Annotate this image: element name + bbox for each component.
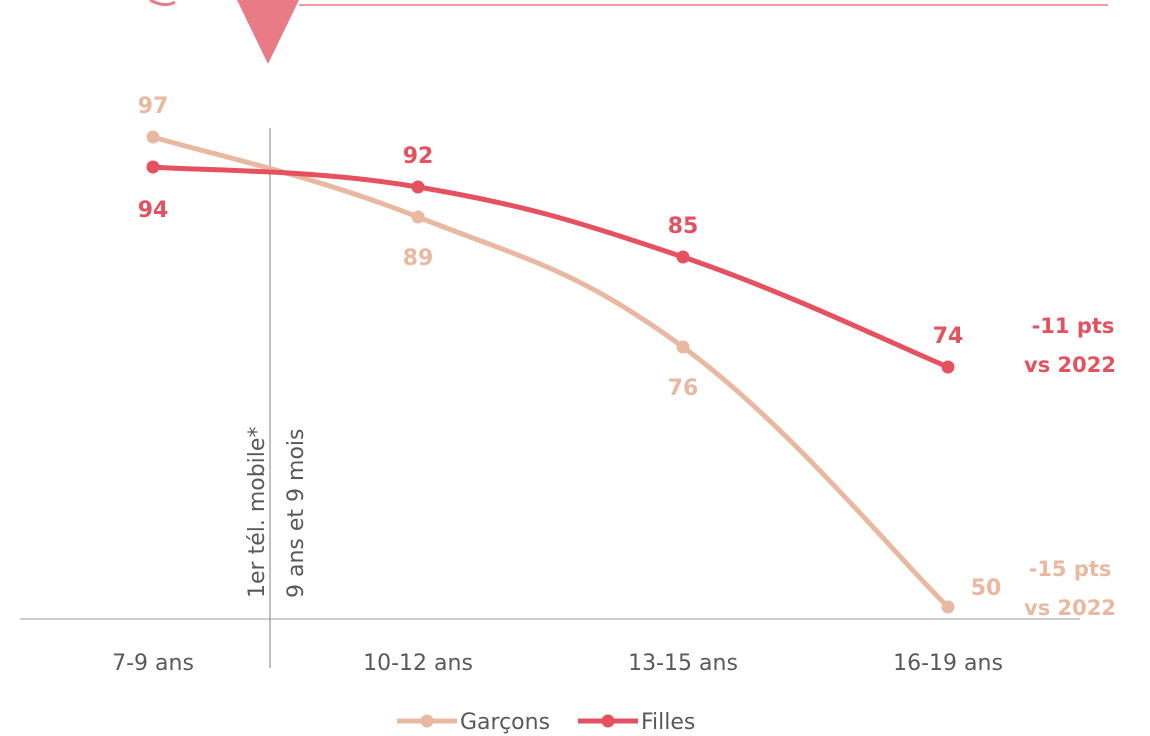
filles-data-label: 94 bbox=[138, 198, 169, 223]
filles-delta-line1: -11 pts bbox=[1032, 314, 1115, 338]
filles-series-line bbox=[150, 164, 951, 370]
garcons-point bbox=[411, 210, 425, 224]
filles-delta-line2: vs 2022 bbox=[1024, 353, 1116, 377]
x-tick-label: 10-12 ans bbox=[363, 651, 473, 676]
x-tick-label: 13-15 ans bbox=[628, 651, 738, 676]
filles-point bbox=[676, 250, 690, 264]
header-decoration bbox=[149, 0, 1108, 64]
filles-data-label: 74 bbox=[933, 324, 964, 349]
garcons-data-label: 50 bbox=[971, 576, 1002, 601]
filles-point bbox=[941, 360, 955, 374]
legend-garcons-marker bbox=[420, 714, 434, 728]
garcons-point bbox=[941, 600, 955, 614]
filles-point bbox=[146, 160, 160, 174]
marker-label-1: 1er tél. mobile* bbox=[245, 427, 270, 598]
filles-data-label: 92 bbox=[403, 144, 434, 169]
legend: Garçons Filles bbox=[397, 710, 695, 735]
legend-garcons-label: Garçons bbox=[460, 710, 550, 735]
x-tick-label: 16-19 ans bbox=[893, 651, 1003, 676]
garcons-delta-line2: vs 2022 bbox=[1024, 596, 1116, 620]
filles-data-label: 85 bbox=[668, 214, 699, 239]
filles-point bbox=[411, 180, 425, 194]
x-tick-label: 7-9 ans bbox=[112, 651, 194, 676]
point-labels: 97 89 76 50 94 92 85 74 bbox=[138, 94, 1002, 601]
header-triangle bbox=[237, 0, 299, 64]
garcons-data-label: 89 bbox=[403, 246, 434, 271]
tick-labels: 7-9 ans 10-12 ans 13-15 ans 16-19 ans bbox=[112, 651, 1003, 676]
garcons-point bbox=[676, 340, 690, 354]
garcons-data-label: 97 bbox=[138, 94, 169, 119]
garcons-point bbox=[146, 130, 160, 144]
garcons-series-line bbox=[150, 134, 951, 610]
legend-filles-marker bbox=[601, 714, 615, 728]
garcons-delta-line1: -15 pts bbox=[1029, 557, 1112, 581]
legend-filles-label: Filles bbox=[641, 710, 695, 735]
series-layer bbox=[146, 130, 955, 614]
garcons-data-label: 76 bbox=[668, 376, 699, 401]
header-flourish bbox=[149, 0, 176, 7]
marker-label-2: 9 ans et 9 mois bbox=[284, 429, 309, 598]
